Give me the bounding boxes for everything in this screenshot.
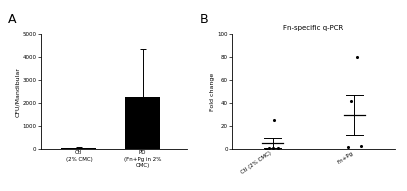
Point [348,99,354,102]
Text: A: A [8,13,17,26]
Bar [61,148,96,149]
Bar [125,97,160,149]
Point [269,146,276,150]
Point [274,146,281,149]
Point [271,119,278,122]
Point [266,147,273,150]
Y-axis label: Fold change: Fold change [210,73,214,111]
Text: B: B [199,13,208,26]
Point [357,145,364,148]
Y-axis label: CFU/Mandibular: CFU/Mandibular [15,67,20,117]
Title: Fn-specific q-PCR: Fn-specific q-PCR [283,25,344,31]
Point [263,147,269,150]
Point [353,56,360,59]
Point [344,145,351,148]
